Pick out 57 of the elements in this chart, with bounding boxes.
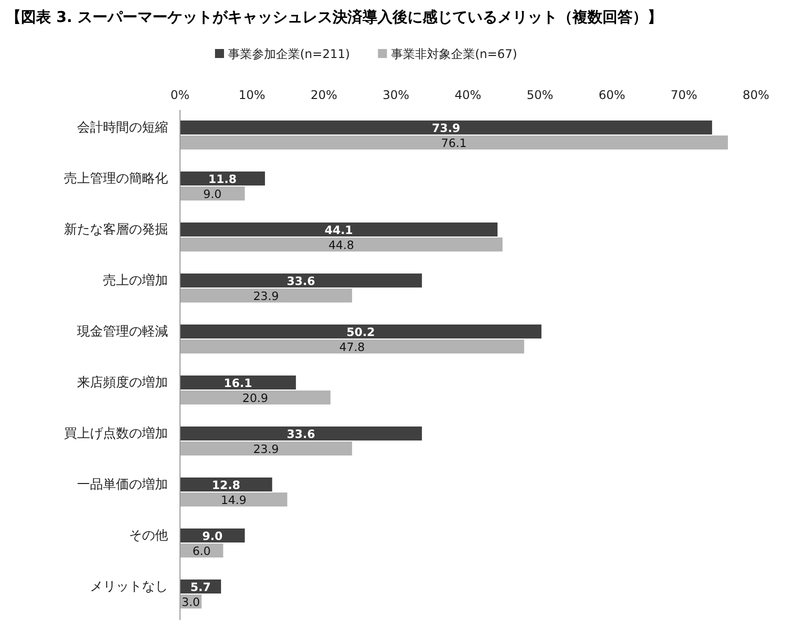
legend-label: 事業非対象企業(n=67) <box>390 47 518 61</box>
bar <box>180 274 422 288</box>
data-label: 5.7 <box>190 580 211 594</box>
bar <box>180 172 265 186</box>
y-tick-label: 新たな客層の発掘 <box>64 222 168 238</box>
x-tick-label: 10% <box>238 88 266 102</box>
data-label: 33.6 <box>286 274 316 288</box>
data-label: 76.1 <box>441 136 467 150</box>
bar <box>180 390 330 404</box>
x-tick-label: 20% <box>310 88 338 102</box>
data-label: 14.9 <box>220 493 246 507</box>
bar <box>180 426 422 440</box>
y-tick-label: 一品単価の増加 <box>77 476 168 492</box>
y-tick-label: 売上の増加 <box>103 272 168 288</box>
data-label: 9.0 <box>203 187 222 201</box>
data-label: 6.0 <box>192 544 211 558</box>
x-tick-label: 80% <box>742 88 770 102</box>
data-label: 3.0 <box>182 595 200 609</box>
data-label: 23.9 <box>253 442 279 456</box>
bar <box>180 376 296 390</box>
bar <box>180 324 542 338</box>
data-label: 50.2 <box>346 325 375 339</box>
y-tick-label: 売上管理の簡略化 <box>64 172 168 186</box>
data-label: 33.6 <box>286 427 316 441</box>
x-tick-label: 50% <box>526 88 554 102</box>
x-tick-label: 60% <box>598 88 626 102</box>
bar <box>180 492 288 506</box>
data-label: 44.1 <box>324 223 353 237</box>
y-tick-label: 買上げ点数の増加 <box>64 426 168 442</box>
x-tick-label: 40% <box>454 88 482 102</box>
data-label: 12.8 <box>212 478 240 492</box>
y-tick-label: 現金管理の軽減 <box>77 324 168 340</box>
bar <box>180 136 728 150</box>
chart-title: 【図表 3. スーパーマーケットがキャッシュレス決済導入後に感じているメリット（複数回答）】 <box>6 8 663 26</box>
x-tick-label: 30% <box>382 88 410 102</box>
bar <box>180 186 245 200</box>
y-tick-label: その他 <box>129 528 168 544</box>
x-tick-label: 0% <box>170 88 190 102</box>
data-label: 20.9 <box>242 391 268 405</box>
y-tick-label: メリットなし <box>90 580 168 594</box>
data-label: 23.9 <box>253 289 279 303</box>
x-tick-label: 70% <box>670 88 698 102</box>
bar <box>180 288 352 302</box>
bar <box>180 442 352 456</box>
y-tick-label: 会計時間の短縮 <box>77 120 168 136</box>
data-label: 44.8 <box>328 238 354 252</box>
bar <box>180 238 503 252</box>
y-tick-label: 来店頻度の増加 <box>77 374 168 390</box>
bar <box>180 340 524 354</box>
data-label: 47.8 <box>339 340 365 354</box>
data-label: 16.1 <box>224 376 252 390</box>
legend-label: 事業参加企業(n=211) <box>228 47 350 61</box>
bar <box>180 222 498 236</box>
bar <box>180 120 712 134</box>
data-label: 73.9 <box>432 121 460 135</box>
data-label: 11.8 <box>208 172 237 186</box>
data-label: 9.0 <box>202 529 223 543</box>
